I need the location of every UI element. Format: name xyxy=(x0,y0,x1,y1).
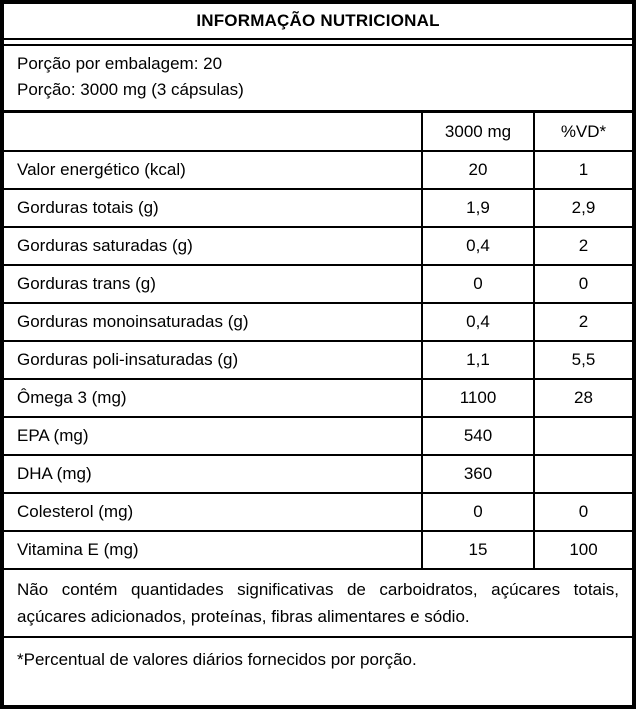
servings-per-package: Porção por embalagem: 20 xyxy=(17,54,223,73)
nutrient-vd: 2 xyxy=(533,302,632,342)
table-row-omega-3: Ômega 3 (mg) 1100 28 xyxy=(4,378,632,418)
nutrient-label: Gorduras totais (g) xyxy=(4,188,423,228)
table-row-gorduras-monoinsaturadas: Gorduras monoinsaturadas (g) 0,4 2 xyxy=(4,302,632,342)
nutrient-amount: 1,1 xyxy=(421,340,535,380)
nutrient-label: Vitamina E (mg) xyxy=(4,530,423,570)
nutrient-vd: 0 xyxy=(533,492,632,532)
nutrient-label: EPA (mg) xyxy=(4,416,423,456)
table-row-gorduras-trans: Gorduras trans (g) 0 0 xyxy=(4,264,632,304)
serving-info: Porção por embalagem: 20 Porção: 3000 mg… xyxy=(4,44,632,113)
nutrient-amount: 20 xyxy=(421,150,535,190)
nutrient-amount: 540 xyxy=(421,416,535,456)
nutrient-label: Gorduras saturadas (g) xyxy=(4,226,423,266)
nutrient-vd: 1 xyxy=(533,150,632,190)
nutrient-label: Colesterol (mg) xyxy=(4,492,423,532)
nutrient-amount: 0,4 xyxy=(421,226,535,266)
nutrient-amount: 0,4 xyxy=(421,302,535,342)
nutrient-vd: 2 xyxy=(533,226,632,266)
nutrient-vd: 100 xyxy=(533,530,632,570)
nutrient-label: Gorduras monoinsaturadas (g) xyxy=(4,302,423,342)
table-row-epa: EPA (mg) 540 xyxy=(4,416,632,456)
nutrient-amount: 0 xyxy=(421,264,535,304)
nutrient-amount: 1100 xyxy=(421,378,535,418)
table-row-colesterol: Colesterol (mg) 0 0 xyxy=(4,492,632,532)
table-row-gorduras-saturadas: Gorduras saturadas (g) 0,4 2 xyxy=(4,226,632,266)
note-daily-values: *Percentual de valores diários fornecido… xyxy=(17,650,417,669)
header-vd: %VD* xyxy=(533,113,632,152)
nutrient-amount: 15 xyxy=(421,530,535,570)
table-row-vitamina-e: Vitamina E (mg) 15 100 xyxy=(4,530,632,570)
nutrient-vd: 2,9 xyxy=(533,188,632,228)
table-row-gorduras-poli-insaturadas: Gorduras poli-insaturadas (g) 1,1 5,5 xyxy=(4,340,632,380)
nutrient-amount: 360 xyxy=(421,454,535,494)
nutrient-label: Gorduras trans (g) xyxy=(4,264,423,304)
table-row-gorduras-totais: Gorduras totais (g) 1,9 2,9 xyxy=(4,188,632,228)
panel-title: INFORMAÇÃO NUTRICIONAL xyxy=(4,4,632,40)
nutrient-vd: 28 xyxy=(533,378,632,418)
note-no-significant-amounts: Não contém quantidades significativas de… xyxy=(4,570,632,638)
nutrient-label: DHA (mg) xyxy=(4,454,423,494)
table-row-dha: DHA (mg) 360 xyxy=(4,454,632,494)
nutrient-label: Ômega 3 (mg) xyxy=(4,378,423,418)
header-amount: 3000 mg xyxy=(421,113,535,152)
nutrient-vd: 0 xyxy=(533,264,632,304)
nutrient-amount: 1,9 xyxy=(421,188,535,228)
nutrient-vd xyxy=(533,454,632,494)
nutrient-vd xyxy=(533,416,632,456)
serving-size: Porção: 3000 mg (3 cápsulas) xyxy=(17,80,244,99)
nutrients-table: 3000 mg %VD* Valor energético (kcal) 20 … xyxy=(4,113,632,570)
table-header-row: 3000 mg %VD* xyxy=(4,113,632,152)
nutrient-label: Gorduras poli-insaturadas (g) xyxy=(4,340,423,380)
nutrient-amount: 0 xyxy=(421,492,535,532)
header-empty-cell xyxy=(4,113,423,152)
table-row-valor-energetico: Valor energético (kcal) 20 1 xyxy=(4,150,632,190)
nutrient-vd: 5,5 xyxy=(533,340,632,380)
nutrient-label: Valor energético (kcal) xyxy=(4,150,423,190)
